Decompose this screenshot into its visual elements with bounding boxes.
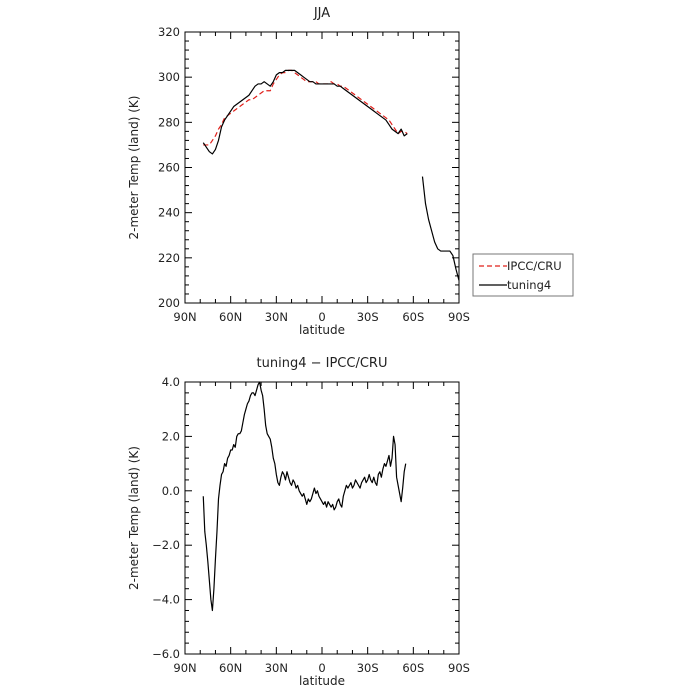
plot-frame-1: [184, 381, 460, 655]
legend-label: IPCC/CRU: [507, 259, 562, 273]
x-tick-label: 30S: [357, 310, 379, 324]
x-tick-label: 30N: [265, 661, 288, 675]
x-tick-label: 30N: [265, 310, 288, 324]
plot-frame-0: [184, 31, 460, 304]
difference-series-line: [202, 381, 407, 612]
y-tick-label: −4.0: [152, 593, 180, 607]
y-tick-label: 280: [158, 115, 180, 129]
tuning4-series-line: [202, 69, 408, 155]
legend-box: [472, 253, 574, 297]
x-axis-label: latitude: [299, 674, 345, 688]
y-tick-label: −6.0: [152, 647, 180, 661]
x-tick-label: 90S: [448, 310, 470, 324]
y-tick-label: 0.0: [162, 484, 180, 498]
x-tick-label: 60S: [402, 661, 424, 675]
x-tick-label: 90S: [448, 661, 470, 675]
chart-title: tuning4 − IPCC/CRU: [257, 356, 388, 371]
x-tick-label: 30S: [357, 661, 379, 675]
y-axis-label: 2-meter Temp (land) (K): [127, 446, 141, 590]
y-tick-label: 240: [158, 206, 180, 220]
y-tick-label: 320: [158, 25, 180, 39]
x-tick-label: 60N: [219, 310, 242, 324]
ipcc-cru-series-line: [203, 69, 408, 146]
x-tick-label: 90N: [173, 661, 196, 675]
y-tick-label: 220: [158, 251, 180, 265]
y-tick-label: 200: [158, 296, 180, 310]
y-tick-label: −2.0: [152, 538, 180, 552]
legend-label: tuning4: [507, 278, 551, 292]
x-tick-label: 60N: [219, 661, 242, 675]
x-tick-label: 0: [318, 310, 325, 324]
x-tick-label: 90N: [173, 310, 196, 324]
y-tick-label: 4.0: [162, 375, 180, 389]
y-tick-label: 300: [158, 70, 180, 84]
chart-title: JJA: [313, 6, 330, 21]
tuning4-series-line: [421, 176, 460, 281]
x-axis-label: latitude: [299, 323, 345, 337]
x-tick-label: 60S: [402, 310, 424, 324]
y-tick-label: 260: [158, 161, 180, 175]
y-axis-label: 2-meter Temp (land) (K): [127, 96, 141, 240]
x-tick-label: 0: [318, 661, 325, 675]
y-tick-label: 2.0: [162, 429, 180, 443]
